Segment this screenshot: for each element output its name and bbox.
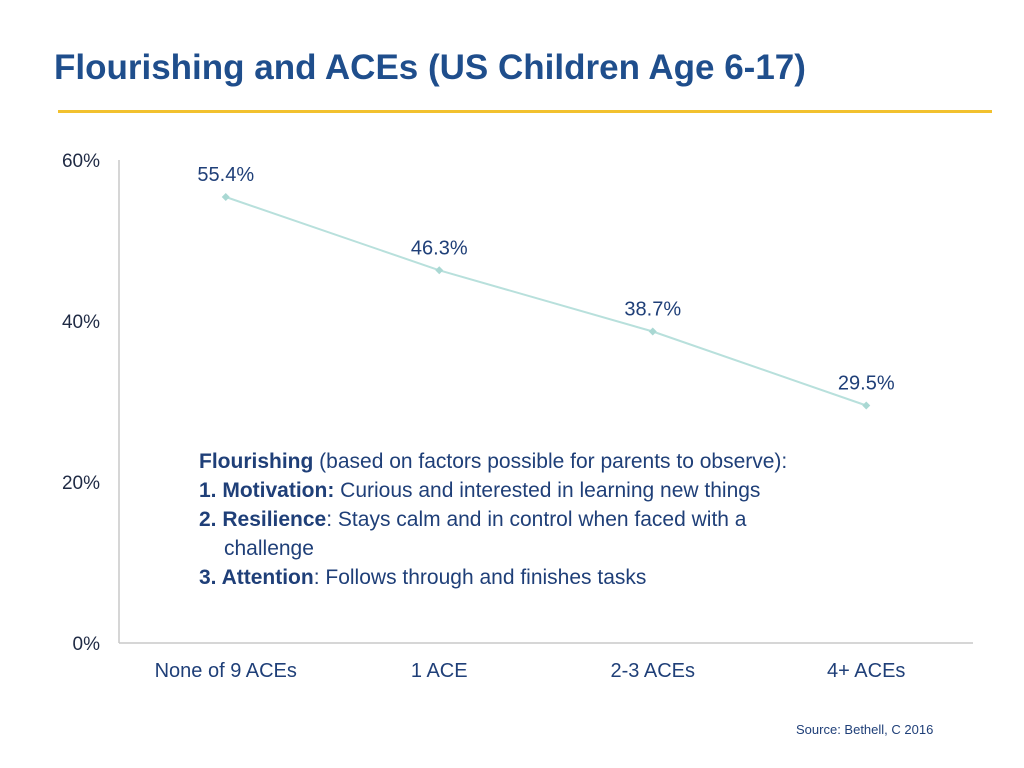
data-label: 46.3% xyxy=(411,237,468,259)
note-heading: Flourishing (based on factors possible f… xyxy=(199,447,899,476)
y-tick-label: 60% xyxy=(62,151,100,172)
x-axis-categories: None of 9 ACEs 1 ACE 2-3 ACEs 4+ ACEs xyxy=(155,660,906,682)
series-line xyxy=(225,196,867,407)
x-category-label: None of 9 ACEs xyxy=(155,660,297,682)
note-heading-bold: Flourishing xyxy=(199,450,314,473)
note-item-label: 2. Resilience xyxy=(199,508,327,531)
data-point-marker xyxy=(862,401,871,410)
note-item-text: Curious and interested in learning new t… xyxy=(334,479,761,502)
x-category-label: 1 ACE xyxy=(411,660,468,682)
note-item-resilience: 2. Resilience: Stays calm and in control… xyxy=(199,505,899,534)
note-heading-rest: (based on factors possible for parents t… xyxy=(313,450,788,473)
data-label: 55.4% xyxy=(197,164,254,186)
y-tick-label: 40% xyxy=(62,312,100,333)
y-tick-label: 0% xyxy=(73,634,101,655)
x-category-label: 4+ ACEs xyxy=(827,660,905,682)
slide-title: Flourishing and ACEs (US Children Age 6-… xyxy=(54,48,806,87)
flourishing-note: Flourishing (based on factors possible f… xyxy=(199,447,899,592)
note-item-motivation: 1. Motivation: Curious and interested in… xyxy=(199,476,899,505)
note-item-label: 3. Attention xyxy=(199,566,314,589)
data-point-marker xyxy=(435,266,444,275)
y-axis-ticks: 0% 20% 40% 60% xyxy=(62,151,100,655)
source-citation: Source: Bethell, C 2016 xyxy=(796,722,934,737)
note-item-label: 1. Motivation: xyxy=(199,479,335,502)
series-markers xyxy=(221,193,871,410)
data-point-marker xyxy=(648,327,657,336)
data-point-marker xyxy=(221,193,230,202)
note-item-text: : Follows through and finishes tasks xyxy=(313,566,647,589)
y-tick-label: 20% xyxy=(62,473,100,494)
data-labels: 55.4% 46.3% 38.7% 29.5% xyxy=(197,164,894,394)
note-item-attention: 3. Attention: Follows through and finish… xyxy=(199,563,899,592)
title-divider xyxy=(58,110,992,113)
note-item-resilience-cont: challenge xyxy=(224,537,314,560)
data-label: 38.7% xyxy=(624,298,681,320)
x-category-label: 2-3 ACEs xyxy=(611,660,695,682)
data-label: 29.5% xyxy=(838,373,895,395)
note-item-text: : Stays calm and in control when faced w… xyxy=(326,508,747,531)
